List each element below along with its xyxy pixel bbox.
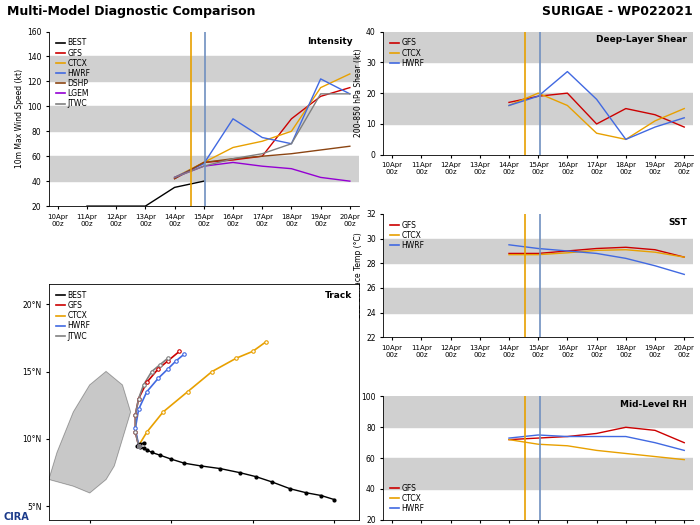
- Bar: [384, 239, 693, 264]
- Bar: [49, 156, 358, 181]
- Legend: GFS, CTCX, HWRF: GFS, CTCX, HWRF: [387, 480, 428, 516]
- Text: Mid-Level RH: Mid-Level RH: [620, 400, 687, 409]
- Bar: [384, 93, 693, 124]
- Legend: GFS, CTCX, HWRF: GFS, CTCX, HWRF: [387, 35, 428, 71]
- Polygon shape: [49, 372, 130, 493]
- Y-axis label: 10m Max Wind Speed (kt): 10m Max Wind Speed (kt): [15, 69, 24, 169]
- Bar: [384, 396, 693, 427]
- Text: Multi-Model Diagnostic Comparison: Multi-Model Diagnostic Comparison: [7, 5, 256, 18]
- Y-axis label: 700-500 hPa Humidity (%): 700-500 hPa Humidity (%): [349, 407, 358, 509]
- Bar: [384, 458, 693, 489]
- Y-axis label: 200-850 hPa Shear (kt): 200-850 hPa Shear (kt): [354, 49, 363, 138]
- Legend: BEST, GFS, CTCX, HWRF, JTWC: BEST, GFS, CTCX, HWRF, JTWC: [52, 288, 93, 343]
- Bar: [49, 57, 358, 81]
- Text: SURIGAE - WP022021: SURIGAE - WP022021: [542, 5, 693, 18]
- Text: Track: Track: [326, 291, 352, 300]
- Text: SST: SST: [668, 218, 687, 227]
- Bar: [49, 107, 358, 131]
- Bar: [384, 288, 693, 312]
- Text: Deep-Layer Shear: Deep-Layer Shear: [596, 35, 687, 44]
- Legend: GFS, CTCX, HWRF: GFS, CTCX, HWRF: [387, 218, 428, 253]
- Text: CIRA: CIRA: [4, 512, 29, 522]
- Text: Intensity: Intensity: [307, 37, 352, 46]
- Y-axis label: Sea Surface Temp (°C): Sea Surface Temp (°C): [354, 233, 363, 319]
- Legend: BEST, GFS, CTCX, HWRF, DSHP, LGEM, JTWC: BEST, GFS, CTCX, HWRF, DSHP, LGEM, JTWC: [52, 35, 93, 111]
- Bar: [384, 32, 693, 62]
